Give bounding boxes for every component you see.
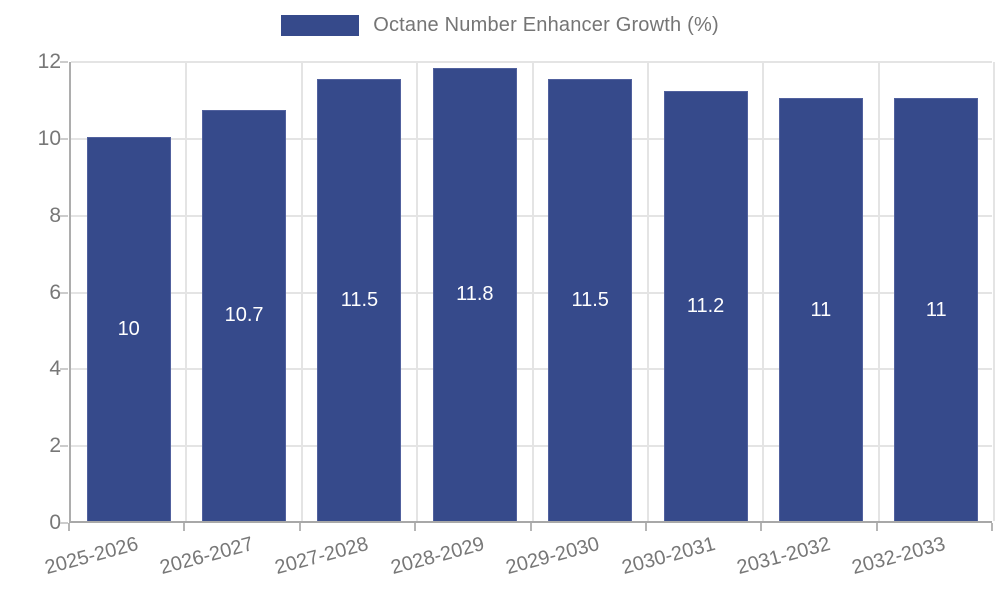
- legend-label: Octane Number Enhancer Growth (%): [373, 14, 719, 36]
- x-tick-mark: [529, 523, 532, 531]
- legend: Octane Number Enhancer Growth (%): [0, 14, 1000, 37]
- x-tick-mark: [991, 523, 993, 531]
- bar-value-label: 11: [810, 298, 832, 321]
- bar-value-label: 11.5: [571, 289, 609, 312]
- y-tick-label: 6: [49, 280, 61, 304]
- gridline-vertical: [762, 62, 765, 521]
- legend-swatch-icon: [281, 15, 360, 36]
- plot-area: 10 10.7 11.5 11.8 11.5 11.2 11 11: [69, 61, 995, 523]
- bar: 11.5: [317, 79, 402, 521]
- y-tick-label: 10: [37, 126, 61, 150]
- x-tick-mark: [760, 523, 763, 531]
- bar: 10.7: [202, 109, 287, 521]
- x-tick-mark: [875, 523, 878, 531]
- y-tick-mark: [60, 137, 68, 140]
- bar-value-label: 11.5: [340, 289, 379, 312]
- y-tick-label: 12: [37, 50, 61, 73]
- gridline-vertical: [416, 62, 419, 521]
- bar-value-label: 10.7: [224, 304, 264, 327]
- gridline-vertical: [646, 62, 649, 521]
- y-tick-label: 8: [49, 203, 61, 227]
- bar-value-label: 11: [925, 298, 947, 321]
- gridline-vertical: [531, 62, 534, 521]
- bar: 10: [86, 136, 171, 521]
- bar-value-label: 11.2: [686, 294, 725, 317]
- y-tick-mark: [60, 61, 68, 63]
- x-tick-mark: [183, 523, 186, 531]
- y-tick-label: 0: [49, 511, 61, 534]
- y-tick-mark: [60, 445, 68, 448]
- y-tick-label: 4: [49, 357, 61, 381]
- bar: 11: [778, 98, 863, 521]
- legend-item[interactable]: Octane Number Enhancer Growth (%): [281, 14, 719, 37]
- x-tick-mark: [68, 523, 70, 531]
- bar: 11.2: [663, 90, 748, 521]
- gridline-vertical: [185, 62, 188, 521]
- bar-value-label: 11.8: [456, 283, 494, 306]
- bar: 11.8: [432, 67, 517, 521]
- gridline-vertical: [877, 62, 880, 521]
- y-tick-mark: [60, 214, 68, 217]
- y-tick-mark: [60, 522, 68, 524]
- bar: 11.5: [548, 79, 633, 521]
- gridline-vertical: [993, 62, 995, 521]
- bar: 11: [894, 98, 979, 521]
- x-tick-mark: [298, 523, 301, 531]
- x-tick-mark: [414, 523, 417, 531]
- y-tick-mark: [60, 368, 68, 371]
- bar-value-label: 10: [117, 317, 140, 340]
- y-tick-mark: [60, 291, 68, 294]
- y-tick-label: 2: [49, 434, 61, 458]
- x-tick-mark: [644, 523, 647, 531]
- gridline-vertical: [300, 62, 303, 521]
